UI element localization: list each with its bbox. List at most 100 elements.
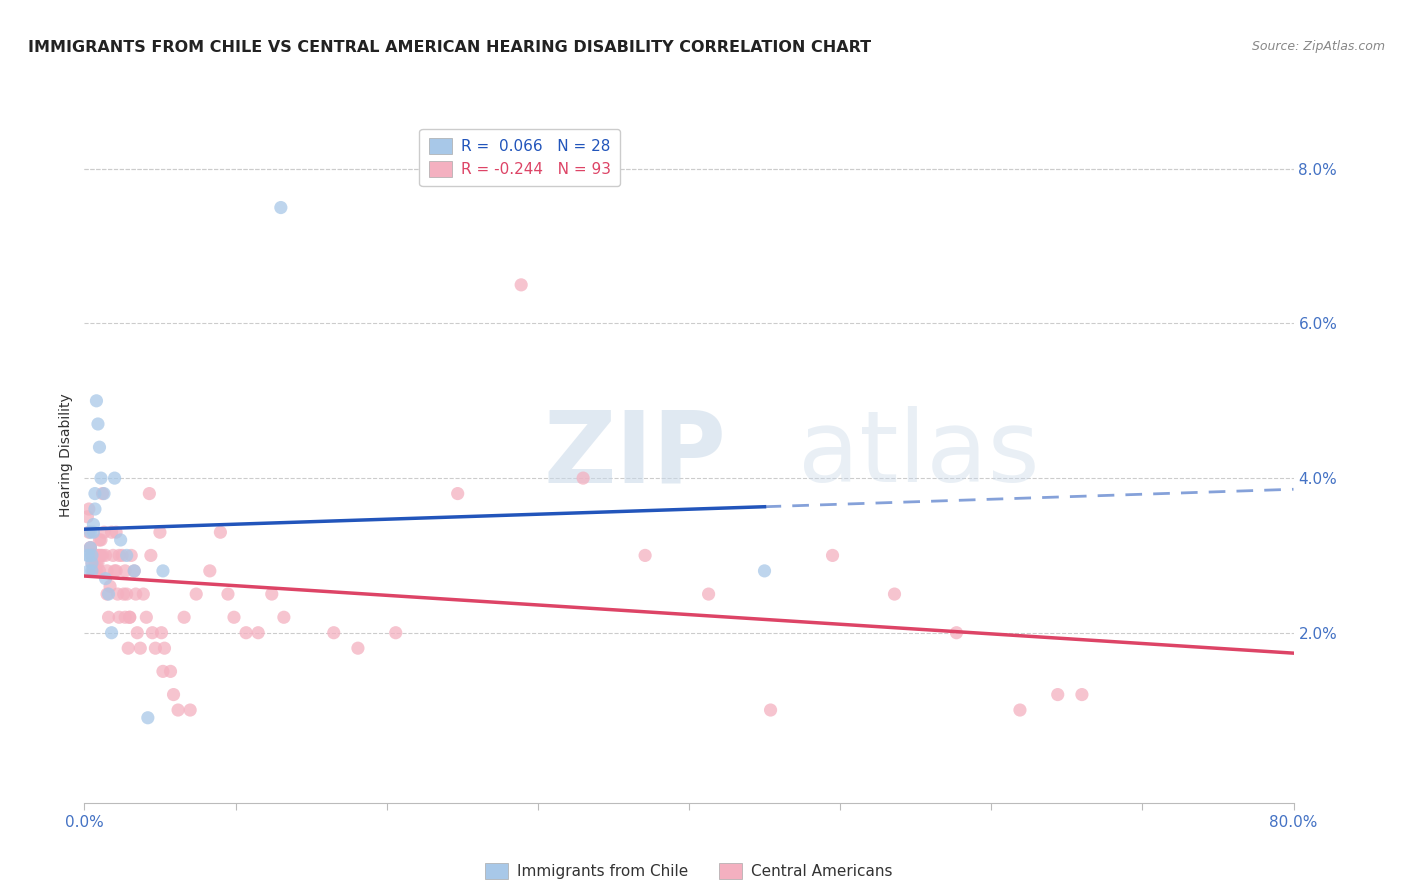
- Point: [84, 486, 107, 500]
- Point: [384, 625, 406, 640]
- Point: [120, 549, 142, 563]
- Point: [89, 564, 111, 578]
- Point: [821, 549, 844, 563]
- Text: Source: ZipAtlas.com: Source: ZipAtlas.com: [1251, 40, 1385, 54]
- Point: [112, 587, 135, 601]
- Point: [84, 556, 107, 570]
- Point: [270, 201, 292, 215]
- Point: [114, 610, 136, 624]
- Point: [94, 572, 117, 586]
- Point: [152, 564, 174, 578]
- Point: [86, 564, 108, 578]
- Point: [945, 625, 967, 640]
- Y-axis label: Hearing Disability: Hearing Disability: [59, 393, 73, 516]
- Point: [108, 549, 131, 563]
- Point: [79, 541, 101, 555]
- Point: [111, 549, 134, 563]
- Point: [96, 564, 118, 578]
- Text: IMMIGRANTS FROM CHILE VS CENTRAL AMERICAN HEARING DISABILITY CORRELATION CHART: IMMIGRANTS FROM CHILE VS CENTRAL AMERICA…: [28, 40, 872, 55]
- Point: [80, 556, 103, 570]
- Point: [80, 549, 103, 563]
- Point: [125, 587, 148, 601]
- Point: [101, 549, 124, 563]
- Point: [115, 587, 138, 601]
- Point: [86, 549, 108, 563]
- Point: [89, 533, 111, 547]
- Legend: Immigrants from Chile, Central Americans: Immigrants from Chile, Central Americans: [479, 856, 898, 886]
- Point: [141, 625, 163, 640]
- Point: [89, 549, 111, 563]
- Point: [93, 486, 115, 500]
- Point: [117, 641, 139, 656]
- Point: [77, 564, 100, 578]
- Point: [260, 587, 283, 601]
- Point: [98, 579, 121, 593]
- Point: [90, 549, 112, 563]
- Point: [1008, 703, 1031, 717]
- Point: [87, 417, 110, 431]
- Point: [222, 610, 245, 624]
- Point: [135, 610, 157, 624]
- Point: [145, 641, 167, 656]
- Point: [114, 564, 136, 578]
- Point: [139, 549, 162, 563]
- Point: [347, 641, 370, 656]
- Point: [122, 564, 145, 578]
- Point: [118, 610, 141, 624]
- Point: [447, 486, 470, 500]
- Point: [136, 711, 159, 725]
- Point: [97, 610, 120, 624]
- Point: [87, 556, 110, 570]
- Point: [89, 440, 111, 454]
- Point: [108, 610, 131, 624]
- Point: [510, 277, 533, 292]
- Point: [82, 564, 104, 578]
- Point: [77, 549, 100, 563]
- Point: [247, 625, 270, 640]
- Point: [754, 564, 776, 578]
- Point: [96, 587, 118, 601]
- Point: [162, 688, 184, 702]
- Point: [82, 517, 104, 532]
- Point: [198, 564, 221, 578]
- Point: [152, 665, 174, 679]
- Point: [153, 641, 176, 656]
- Point: [634, 549, 657, 563]
- Point: [104, 471, 127, 485]
- Point: [87, 549, 110, 563]
- Point: [84, 502, 107, 516]
- Text: atlas: atlas: [797, 407, 1039, 503]
- Point: [82, 549, 104, 563]
- Point: [97, 587, 120, 601]
- Point: [79, 541, 101, 555]
- Point: [883, 587, 905, 601]
- Point: [80, 564, 103, 578]
- Point: [122, 564, 145, 578]
- Point: [91, 549, 114, 563]
- Point: [80, 549, 103, 563]
- Point: [150, 625, 173, 640]
- Point: [149, 525, 172, 540]
- Point: [77, 525, 100, 540]
- Text: ZIP: ZIP: [544, 407, 727, 503]
- Point: [90, 533, 112, 547]
- Point: [572, 471, 595, 485]
- Point: [104, 564, 127, 578]
- Point: [77, 502, 100, 516]
- Point: [79, 525, 101, 540]
- Point: [186, 587, 208, 601]
- Point: [82, 525, 104, 540]
- Point: [79, 541, 101, 555]
- Point: [105, 525, 128, 540]
- Point: [84, 564, 107, 578]
- Point: [76, 549, 98, 563]
- Point: [118, 610, 141, 624]
- Point: [697, 587, 720, 601]
- Point: [127, 625, 149, 640]
- Point: [167, 703, 190, 717]
- Point: [1046, 688, 1069, 702]
- Point: [80, 556, 103, 570]
- Point: [100, 525, 122, 540]
- Point: [80, 549, 103, 563]
- Point: [76, 509, 98, 524]
